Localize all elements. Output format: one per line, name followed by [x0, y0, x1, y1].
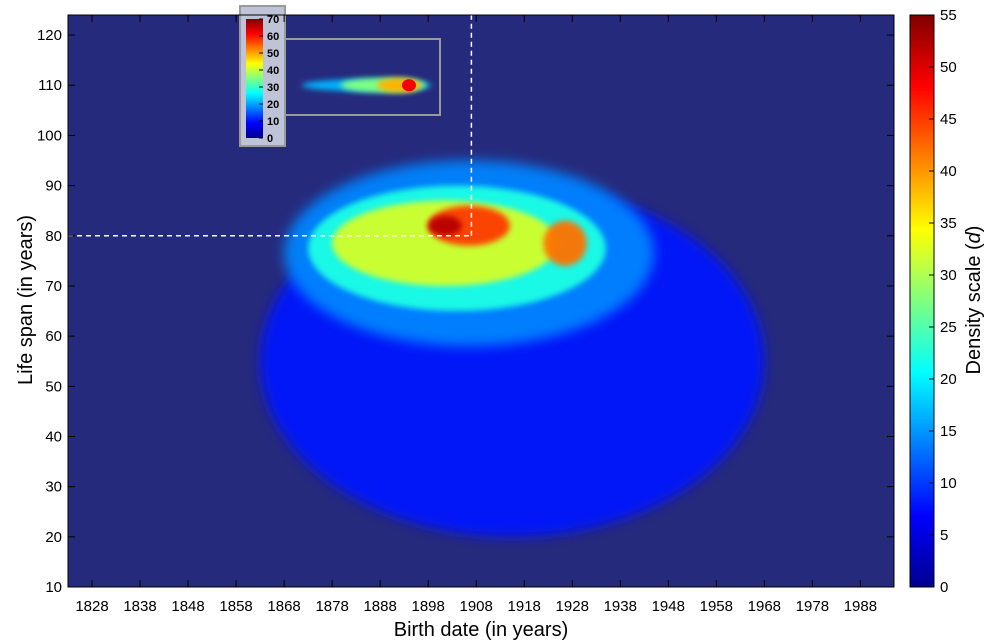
- x-tick-label: 1988: [844, 598, 877, 615]
- colorbar-tick-label: 25: [940, 319, 957, 336]
- colorbar: [909, 14, 935, 588]
- y-tick-label: 50: [45, 378, 62, 395]
- colorbar-tick-label: 15: [940, 423, 957, 440]
- colorbar-tick-label: 0: [940, 579, 948, 596]
- inset-tick-label: 30: [267, 82, 279, 94]
- density-layer: [260, 160, 765, 537]
- x-tick-label: 1968: [748, 598, 781, 615]
- y-tick-label: 30: [45, 479, 62, 496]
- colorbar-ticks: 0 5 10 15 20 25 30 35 40 45 50 55: [929, 7, 957, 596]
- colorbar-title-main: Density scale (: [963, 243, 985, 374]
- y-tick-label: 40: [45, 428, 62, 445]
- inset-tick-label: 60: [267, 31, 279, 43]
- colorbar-tick-label: 35: [940, 215, 957, 232]
- x-tick-label: 1888: [363, 598, 396, 615]
- x-axis-ticks: 1828 1838 1848 1858 1868 1878 1888 1898 1908 1918…: [75, 15, 877, 615]
- x-tick-label: 1918: [508, 598, 541, 615]
- x-tick-label: 1928: [556, 598, 589, 615]
- colorbar-tick-label: 45: [940, 111, 957, 128]
- x-tick-label: 1958: [700, 598, 733, 615]
- y-tick-label: 120: [37, 27, 62, 44]
- inset-density: [301, 78, 432, 93]
- axes-frame: [67, 14, 895, 588]
- y-tick-label: 90: [45, 178, 62, 195]
- inset-density-peak: [401, 79, 416, 92]
- x-tick-label: 1878: [315, 598, 348, 615]
- colorbar-title: Density scale (d): [963, 226, 985, 375]
- colorbar-title-close: ): [963, 226, 985, 233]
- x-tick-label: 1858: [219, 598, 252, 615]
- colorbar-tick-label: 30: [940, 267, 957, 284]
- reference-lines: [68, 15, 473, 237]
- x-tick-label: 1848: [171, 598, 204, 615]
- x-tick-label: 1948: [652, 598, 685, 615]
- inset-zoom-box: [284, 38, 441, 116]
- y-tick-label: 100: [37, 127, 62, 144]
- inset-colorbar: [246, 19, 263, 138]
- x-tick-label: 1938: [604, 598, 637, 615]
- x-axis-title: Birth date (in years): [394, 619, 569, 641]
- inset-legend: 0 10 20 30 40 50 60 70: [239, 5, 441, 147]
- y-tick-label: 80: [45, 228, 62, 245]
- density-region: [428, 215, 462, 236]
- colorbar-tick-label: 55: [940, 7, 957, 24]
- x-tick-label: 1838: [123, 598, 156, 615]
- y-tick-label: 20: [45, 529, 62, 546]
- inset-tick-label: 40: [267, 65, 279, 77]
- colorbar-tick-label: 40: [940, 163, 957, 180]
- x-tick-label: 1978: [796, 598, 829, 615]
- y-axis-title: Life span (in years): [15, 215, 37, 385]
- inset-tick-label: 10: [267, 116, 279, 128]
- density-region: [543, 220, 587, 266]
- y-tick-label: 10: [45, 579, 62, 596]
- inset-tick-label: 50: [267, 48, 279, 60]
- colorbar-tick-label: 50: [940, 59, 957, 76]
- x-tick-label: 1908: [460, 598, 493, 615]
- x-tick-label: 1828: [75, 598, 108, 615]
- colorbar-tick-label: 10: [940, 475, 957, 492]
- y-tick-label: 60: [45, 328, 62, 345]
- inset-tick-label: 0: [267, 133, 273, 145]
- colorbar-tick-label: 20: [940, 371, 957, 388]
- colorbar-tick-label: 5: [940, 527, 948, 544]
- colorbar-title-var: d: [963, 231, 985, 243]
- y-tick-label: 110: [38, 77, 62, 94]
- y-tick-label: 70: [45, 278, 62, 295]
- inset-tick-label: 70: [267, 14, 279, 26]
- x-tick-label: 1868: [267, 598, 300, 615]
- x-tick-label: 1898: [411, 598, 444, 615]
- inset-tick-label: 20: [267, 99, 279, 111]
- inset-colorbar-ticks: 0 10 20 30 40 50 60 70: [259, 14, 279, 145]
